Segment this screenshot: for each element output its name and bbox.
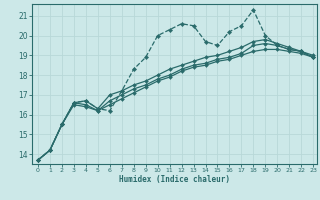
X-axis label: Humidex (Indice chaleur): Humidex (Indice chaleur) <box>119 175 230 184</box>
